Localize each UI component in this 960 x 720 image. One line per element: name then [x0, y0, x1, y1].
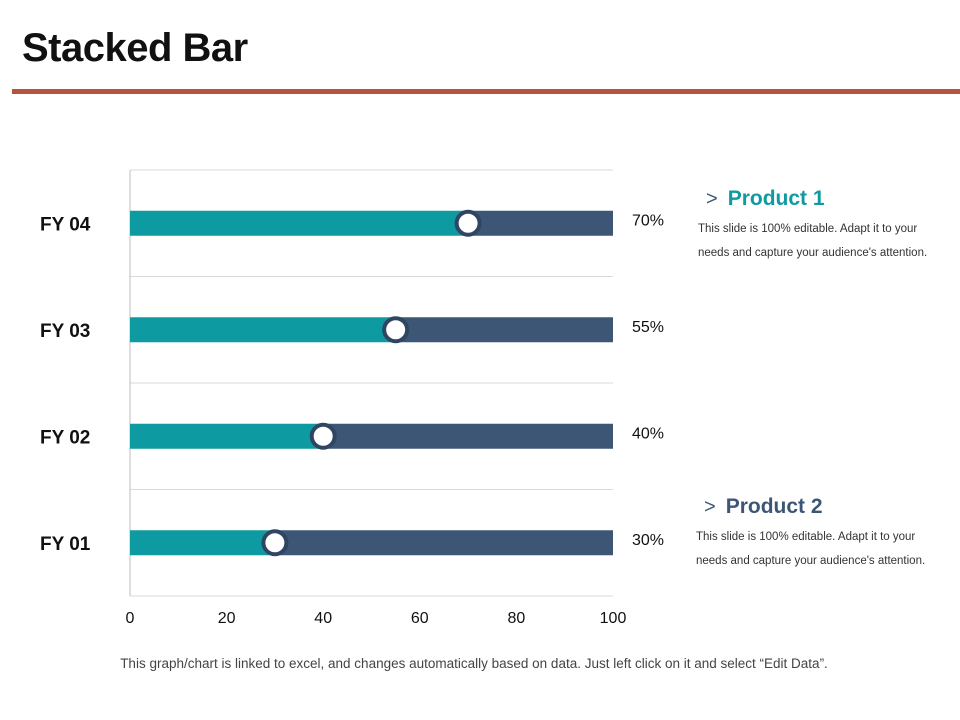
data-label: 40% — [632, 425, 664, 442]
category-label: FY 03 — [40, 321, 90, 342]
bar-product-2-fy-03[interactable] — [395, 317, 613, 343]
x-tick-label: 20 — [218, 610, 236, 627]
bar-product-2-fy-01[interactable] — [274, 530, 613, 556]
bar-product-1-fy-04[interactable] — [130, 210, 469, 236]
chevron-right-icon: > — [706, 187, 718, 210]
category-label: FY 04 — [40, 214, 91, 235]
labels: FY 01 30% FY 02 40% FY 03 55% FY 04 70% 0 20 40 60 8… — [40, 212, 664, 627]
category-label: FY 02 — [40, 427, 90, 448]
x-tick-label: 60 — [411, 610, 429, 627]
x-tick-label: 40 — [314, 610, 332, 627]
legend-product-1: > Product 1 This slide is 100% editable.… — [698, 187, 946, 265]
gridlines — [129, 169, 613, 597]
bar-divider-marker — [382, 316, 410, 344]
legend-description-product-1: This slide is 100% editable. Adapt it to… — [698, 223, 928, 259]
x-tick-label: 100 — [600, 610, 627, 627]
title-divider — [12, 89, 960, 94]
category-label: FY 01 — [40, 534, 91, 555]
data-label: 70% — [632, 212, 664, 229]
chevron-right-icon: > — [704, 495, 716, 518]
legend-product-2: > Product 2 This slide is 100% editable.… — [696, 495, 944, 573]
legend-description-product-2: This slide is 100% editable. Adapt it to… — [696, 531, 926, 567]
x-tick-label: 80 — [508, 610, 526, 627]
legend-title-product-2: Product 2 — [725, 495, 823, 518]
page-title: Stacked Bar — [22, 26, 248, 70]
x-tick-label: 0 — [126, 610, 135, 627]
bar-product-2-fy-04[interactable] — [468, 210, 613, 236]
data-label: 55% — [632, 319, 664, 336]
legend-title-product-1: Product 1 — [727, 187, 825, 210]
bar-product-2-fy-02[interactable] — [323, 423, 613, 449]
bar-product-1-fy-01[interactable] — [130, 530, 275, 556]
bar-divider-marker — [309, 422, 337, 450]
bar-divider-marker — [454, 209, 482, 237]
bar-product-1-fy-02[interactable] — [130, 423, 324, 449]
footnote: This graph/chart is linked to excel, and… — [120, 656, 828, 671]
bar-product-1-fy-03[interactable] — [130, 317, 396, 343]
bar-divider-marker — [261, 529, 289, 557]
bars — [130, 209, 613, 557]
data-label: 30% — [632, 532, 664, 549]
